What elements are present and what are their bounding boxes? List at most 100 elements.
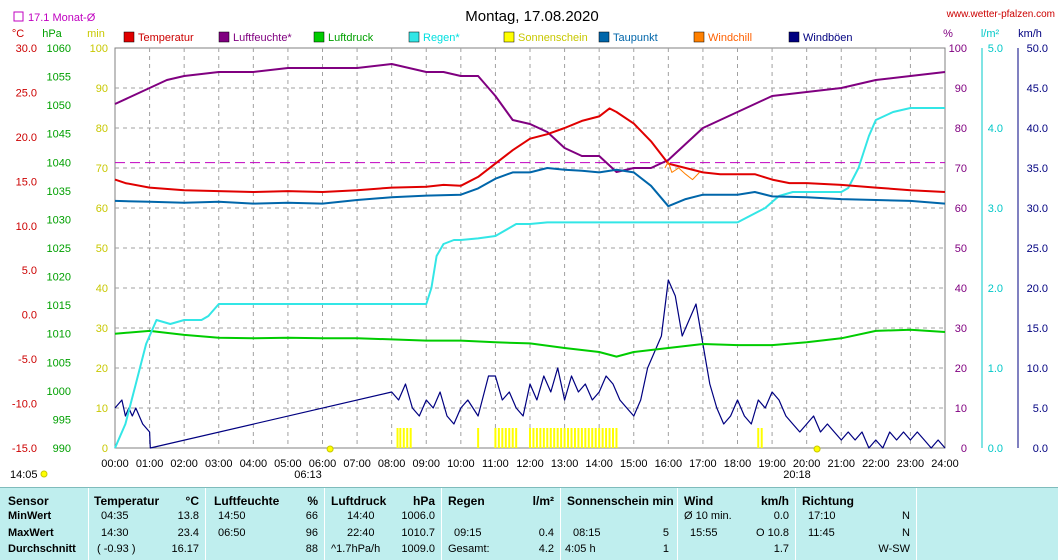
temp-tick-label: 15.0 — [16, 176, 37, 188]
pressure-tick-label: 1010 — [47, 329, 71, 341]
temp-tick-label: 20.0 — [16, 132, 37, 144]
sunshine-bar — [577, 428, 580, 448]
sunshine-bar — [542, 428, 545, 448]
dir-avg-value: W-SW — [878, 543, 910, 555]
wind-tick-label: 30.0 — [1027, 203, 1048, 215]
legend-label: Regen* — [423, 32, 460, 44]
statistics-table: Sensor MinWert MaxWert Durchschnitt Temp… — [0, 487, 1058, 560]
temp-tick-label: -15.0 — [12, 443, 37, 455]
x-tick-label: 03:00 — [205, 458, 233, 470]
header-wind-unit: km/h — [760, 494, 789, 508]
x-tick-label: 16:00 — [655, 458, 683, 470]
stats-col-sensor: Sensor MinWert MaxWert Durchschnitt — [0, 488, 89, 560]
press-max-time: 22:40 — [347, 527, 375, 539]
stats-col-temperature: Temperatur °C 04:35 13.8 14:30 23.4 ( -0… — [89, 488, 206, 560]
x-tick-label: 10:00 — [447, 458, 475, 470]
x-tick-label: 14:00 — [585, 458, 613, 470]
sunshine-bar — [396, 428, 399, 448]
sunshine-bar — [399, 428, 402, 448]
x-tick-label: 01:00 — [136, 458, 164, 470]
sunshine-bar — [409, 428, 412, 448]
legend-label: Luftdruck — [328, 32, 374, 44]
sunshine-bar — [508, 428, 511, 448]
x-tick-label: 06:00 — [309, 458, 337, 470]
header-temp-unit: °C — [185, 494, 199, 508]
rain-unit-label: l/m² — [981, 28, 1000, 40]
rain-tick-label: 5.0 — [988, 43, 1003, 55]
dir-min-value: N — [902, 510, 910, 522]
sun-avg-value: 1 — [662, 543, 669, 555]
sunrise-time: 06:13 — [294, 469, 322, 481]
sunshine-bar — [556, 428, 559, 448]
sunshine-bar — [560, 428, 563, 448]
humidity-tick-label: 30 — [955, 323, 967, 335]
wind-tick-label: 45.0 — [1027, 83, 1048, 95]
sunshine-tick-label: 40 — [96, 283, 108, 295]
sunshine-tick-label: 90 — [96, 83, 108, 95]
rain-tick-label: 0.0 — [988, 443, 1003, 455]
sun-total-hours: 4:05 h — [565, 543, 596, 555]
series-taupunkt — [114, 167, 946, 208]
sunshine-tick-label: 100 — [90, 43, 108, 55]
legend-swatch — [503, 31, 515, 43]
pressure-tick-label: 1000 — [47, 386, 71, 398]
header-richtung: Richtung — [802, 494, 854, 508]
pressure-tick-label: 1040 — [47, 157, 71, 169]
temp-tick-label: 30.0 — [16, 43, 37, 55]
x-tick-label: 07:00 — [343, 458, 371, 470]
pressure-tick-label: 1030 — [47, 214, 71, 226]
sunshine-bar — [477, 428, 480, 448]
sunshine-bar — [605, 428, 608, 448]
sunshine-bar — [591, 428, 594, 448]
press-min-time: 14:40 — [347, 510, 375, 522]
sunshine-bar — [546, 428, 549, 448]
wind-tick-label: 40.0 — [1027, 123, 1048, 135]
temp-min-time: 04:35 — [101, 510, 129, 522]
stats-col-sunshine: Sonnenschein min 08:15 5 4:05 h 1 — [561, 488, 678, 560]
pressure-tick-label: 1050 — [47, 100, 71, 112]
header-regen: Regen — [448, 494, 485, 508]
temp-tick-label: 10.0 — [16, 221, 37, 233]
hum-max-value: 96 — [305, 527, 318, 539]
series-windboeen — [114, 279, 946, 449]
sunshine-bar — [529, 428, 531, 448]
wind-unit-label: km/h — [1018, 28, 1042, 40]
header-press-unit: hPa — [412, 494, 435, 508]
pressure-tick-label: 995 — [53, 414, 71, 426]
wind-max-value: O 10.8 — [755, 527, 789, 539]
sunshine-tick-label: 60 — [96, 203, 108, 215]
legend-swatch — [123, 31, 135, 43]
sunshine-bar — [539, 428, 542, 448]
stats-col-rain: Regen l/m² 09:15 0.4 Gesamt: 4.2 — [442, 488, 561, 560]
humidity-tick-label: 80 — [955, 123, 967, 135]
hum-min-time: 14:50 — [218, 510, 246, 522]
x-tick-label: 15:00 — [620, 458, 648, 470]
temp-tick-label: 0.0 — [22, 310, 37, 322]
current-time: 14:05 — [10, 469, 38, 481]
sunshine-bar — [587, 428, 590, 448]
sunshine-bar — [584, 428, 587, 448]
series-regen — [114, 107, 945, 449]
temp-avg-value: 16.17 — [171, 543, 199, 555]
humidity-tick-label: 0 — [961, 443, 967, 455]
weather-chart: 00:00 01:00 02:00 03:00 04:00 05:00 06:00 07:00… — [10, 8, 1055, 481]
wind-tick-label: 10.0 — [1027, 363, 1048, 375]
wind-avg-value: 1.7 — [773, 543, 789, 555]
sunshine-bar — [497, 428, 500, 448]
rain-max-time: 09:15 — [454, 527, 482, 539]
x-tick-label: 04:00 — [240, 458, 268, 470]
temp-tick-label: 5.0 — [22, 265, 37, 277]
dir-min-time: 17:10 — [808, 510, 836, 522]
press-max-value: 1010.7 — [401, 527, 435, 539]
sunshine-bar — [612, 428, 614, 448]
sun-max-time: 08:15 — [573, 527, 601, 539]
hum-min-value: 66 — [305, 510, 318, 522]
x-tick-label: 18:00 — [724, 458, 752, 470]
wind-tick-label: 15.0 — [1027, 323, 1048, 335]
sunshine-bar — [608, 428, 611, 448]
temp-tick-label: -10.0 — [12, 399, 37, 411]
x-tick-label: 17:00 — [689, 458, 717, 470]
hum-max-time: 06:50 — [218, 527, 246, 539]
sunshine-bar — [532, 428, 535, 448]
humidity-tick-label: 50 — [955, 243, 967, 255]
